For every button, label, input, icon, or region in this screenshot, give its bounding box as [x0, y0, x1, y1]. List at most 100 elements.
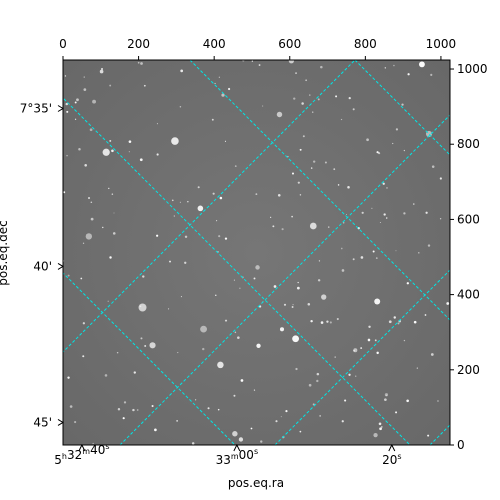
- star: [355, 375, 357, 377]
- star: [82, 242, 85, 244]
- star: [258, 64, 261, 66]
- dec-tick-label: 7°35': [20, 102, 52, 116]
- dec-grid-line: [274, 269, 450, 445]
- star: [78, 148, 81, 151]
- star: [437, 400, 439, 402]
- star: [64, 75, 67, 77]
- star: [352, 108, 355, 111]
- star: [237, 336, 240, 339]
- star: [156, 153, 159, 156]
- star: [335, 95, 338, 98]
- star: [89, 128, 93, 132]
- star: [395, 411, 398, 414]
- star: [184, 261, 187, 264]
- star: [132, 408, 135, 412]
- star-field: [63, 60, 450, 445]
- star: [270, 216, 272, 218]
- star: [227, 87, 231, 91]
- star: [307, 302, 311, 306]
- star: [85, 233, 93, 240]
- star: [137, 61, 140, 64]
- star: [104, 374, 108, 377]
- star: [69, 405, 73, 408]
- star: [305, 79, 307, 82]
- star: [430, 73, 433, 76]
- star: [234, 165, 237, 167]
- star: [184, 235, 188, 239]
- star: [320, 321, 324, 324]
- star: [334, 356, 336, 358]
- star: [419, 61, 425, 68]
- star: [392, 142, 394, 145]
- coordinate-grid: [63, 60, 450, 445]
- dec-grid-line: [63, 60, 356, 353]
- star: [299, 148, 302, 151]
- star: [403, 212, 406, 215]
- star: [425, 211, 428, 214]
- star: [296, 286, 300, 290]
- star: [112, 232, 116, 235]
- star: [197, 205, 204, 212]
- x-tick-label: 800: [354, 37, 377, 51]
- star: [67, 274, 70, 277]
- star: [329, 321, 332, 324]
- star: [156, 234, 159, 237]
- star: [277, 194, 281, 197]
- star: [341, 420, 344, 423]
- star: [65, 102, 68, 106]
- star: [250, 427, 253, 430]
- star: [406, 399, 409, 403]
- star: [224, 319, 228, 322]
- star: [177, 352, 179, 354]
- star: [109, 256, 112, 259]
- star: [255, 265, 260, 270]
- star: [221, 93, 225, 97]
- star: [295, 72, 297, 74]
- star: [416, 367, 418, 369]
- star: [139, 158, 143, 162]
- star: [341, 269, 345, 272]
- star: [431, 165, 435, 168]
- star: [202, 347, 205, 351]
- star: [101, 68, 104, 70]
- star: [83, 76, 85, 78]
- y-tick-label: 400: [457, 288, 480, 302]
- star: [253, 389, 256, 391]
- ra-tick-mark: [388, 443, 396, 452]
- star: [316, 372, 320, 376]
- ra-tick-label: 20s: [382, 452, 401, 467]
- star: [376, 351, 379, 355]
- star: [326, 320, 329, 323]
- star: [319, 415, 321, 417]
- star: [92, 442, 94, 445]
- star: [374, 298, 381, 305]
- star: [167, 308, 170, 310]
- y-tick-label: 800: [457, 137, 480, 151]
- star: [66, 110, 69, 113]
- star: [99, 69, 104, 74]
- star: [171, 199, 174, 202]
- star: [280, 416, 282, 418]
- star: [272, 225, 275, 228]
- star: [140, 337, 143, 340]
- star: [191, 442, 195, 445]
- star: [373, 432, 378, 438]
- star: [403, 149, 406, 152]
- star: [446, 302, 450, 305]
- star: [233, 279, 235, 281]
- star: [195, 399, 197, 401]
- star: [291, 306, 294, 308]
- star: [371, 207, 373, 209]
- star: [360, 256, 364, 259]
- ra-grid-line: [63, 97, 411, 445]
- star: [279, 327, 285, 332]
- star: [345, 213, 347, 215]
- star: [353, 348, 358, 353]
- star: [388, 320, 392, 324]
- star: [372, 250, 375, 253]
- star: [316, 379, 319, 383]
- star: [273, 285, 277, 288]
- ra-tick-mark: [233, 443, 241, 452]
- star: [276, 111, 283, 118]
- star: [378, 422, 382, 426]
